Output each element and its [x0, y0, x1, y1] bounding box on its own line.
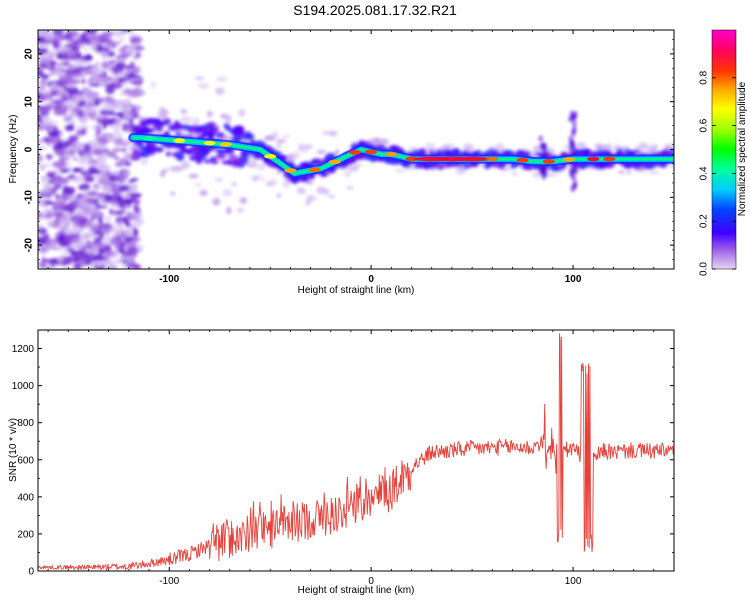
snr-y-tick-label: 200	[17, 529, 34, 540]
spectrogram-y-tick-label: -10	[24, 190, 35, 205]
snr-y-tick-label: 1000	[12, 381, 35, 392]
snr-y-tick-label: 0	[28, 567, 34, 578]
snr-plot-frame	[37, 329, 675, 572]
snr-y-tick-label: 1200	[12, 344, 35, 355]
colorbar-tick-label: 0.4	[699, 166, 710, 180]
colorbar-tick-label: 0.0	[699, 262, 710, 276]
snr-x-axis-label: Height of straight line (km)	[298, 585, 415, 596]
spectrogram-y-tick-label: 10	[24, 96, 35, 108]
spectrogram-x-axis-label: Height of straight line (km)	[298, 285, 415, 296]
spectrogram-y-axis-label: Frequency (Hz)	[8, 115, 19, 184]
spectrogram-y-tick-label: 20	[24, 48, 35, 60]
spectrogram-y-tick-label: -20	[24, 237, 35, 252]
snr-x-tick-label: 100	[565, 576, 582, 587]
snr-y-tick-label: 800	[17, 418, 34, 429]
snr-y-tick-label: 400	[17, 492, 34, 503]
spectrogram-x-tick-label: -100	[159, 274, 179, 285]
chart-title: S194.2025.081.17.32.R21	[293, 2, 457, 18]
spectrogram-y-tick-label: 0	[24, 146, 35, 152]
snr-y-tick-label: 600	[17, 455, 34, 466]
snr-x-tick-label: -100	[159, 576, 179, 587]
colorbar-label: Normalized spectral amplitude	[737, 81, 748, 216]
colorbar	[711, 29, 737, 270]
colorbar-tick-label: 0.8	[699, 70, 710, 84]
snr-series-line	[38, 333, 674, 571]
colorbar-tick-label: 0.6	[699, 118, 710, 132]
snr-x-tick-label: 0	[368, 576, 374, 587]
spectrogram-x-tick-label: 0	[368, 274, 374, 285]
snr-y-axis-label: SNR (10 * v/v)	[8, 418, 19, 482]
spectrogram-x-tick-label: 100	[565, 274, 582, 285]
colorbar-tick-label: 0.2	[699, 214, 710, 228]
